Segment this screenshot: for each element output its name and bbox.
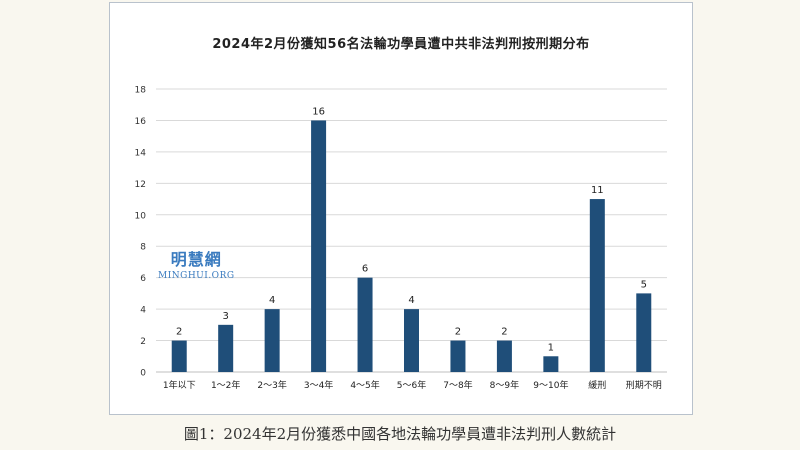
bar [311, 120, 327, 372]
bar [450, 340, 466, 372]
data-label: 2 [501, 327, 507, 338]
x-tick-label: 5～6年 [397, 379, 426, 391]
watermark-logo: 明慧網 [170, 250, 222, 269]
x-tick-label: 3～4年 [304, 379, 333, 391]
bar [636, 293, 652, 372]
data-label: 3 [222, 311, 228, 322]
data-label: 6 [362, 264, 368, 275]
x-tick-label: 7～8年 [443, 379, 472, 391]
y-tick-label: 6 [140, 274, 146, 284]
bar [496, 340, 512, 372]
y-tick-label: 16 [135, 117, 147, 127]
y-tick-label: 10 [135, 211, 147, 221]
x-tick-label: 1年以下 [163, 379, 196, 391]
x-tick-label: 9～10年 [533, 379, 568, 391]
y-tick-label: 8 [140, 243, 146, 253]
watermark: 明慧網 MINGHUI.ORG [158, 246, 235, 281]
bar [589, 199, 605, 372]
bar-chart: 02468101214161821年以下31～2年42～3年163～4年64～5… [135, 86, 667, 391]
data-label: 2 [176, 327, 182, 338]
bar [404, 309, 419, 372]
y-tick-label: 18 [135, 86, 147, 96]
data-label: 2 [455, 327, 461, 338]
data-label: 1 [548, 342, 554, 353]
bar [543, 356, 559, 372]
bar [264, 309, 280, 372]
figure-caption: 圖1：2024年2月份獲悉中國各地法輪功學員遭非法判刑人數統計 [183, 425, 617, 443]
x-tick-label: 刑期不明 [626, 380, 662, 391]
chart-frame: 2024年2月份獲知56名法輪功學員遭中共非法判刑按刑期分布 0 2 4 6 8 10 12… [109, 2, 693, 415]
x-tick-label: 1～2年 [211, 379, 240, 391]
y-tick-label: 12 [135, 180, 146, 190]
data-label: 4 [269, 295, 275, 306]
watermark-site: MINGHUI.ORG [158, 271, 235, 281]
y-tick-label: 4 [140, 306, 146, 316]
bar [357, 277, 373, 372]
data-label: 5 [641, 279, 647, 290]
y-tick-label: 0 [140, 369, 146, 379]
chart-title: 2024年2月份獲知56名法輪功學員遭中共非法判刑按刑期分布 [212, 37, 590, 52]
y-tick-label: 14 [135, 148, 147, 158]
data-label: 4 [408, 295, 414, 306]
bar [218, 324, 234, 372]
data-label: 11 [591, 185, 604, 196]
bar [171, 340, 187, 372]
data-label: 16 [312, 106, 325, 117]
x-tick-label: 8～9年 [490, 379, 519, 391]
x-tick-label: 2～3年 [257, 379, 286, 391]
y-tick-label: 2 [140, 337, 146, 347]
x-tick-label: 緩刑 [588, 379, 606, 391]
x-tick-label: 4～5年 [350, 379, 379, 391]
